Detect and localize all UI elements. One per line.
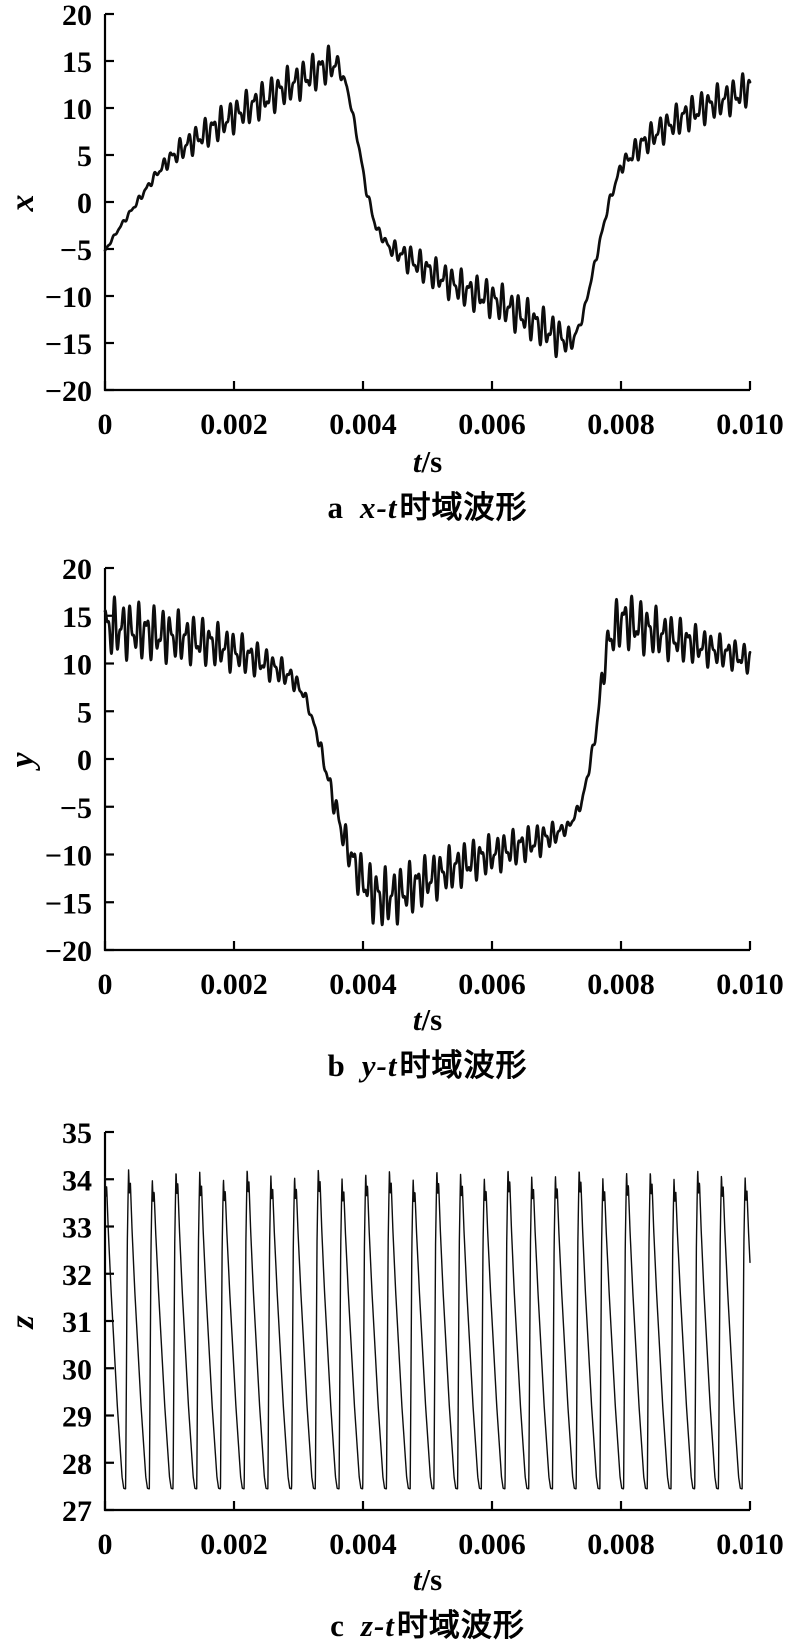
caption-c-text: 时域波形 xyxy=(396,1608,525,1643)
ytick-label-c: 32 xyxy=(62,1259,92,1292)
waveform-c xyxy=(104,1169,751,1490)
caption-b-text: 时域波形 xyxy=(399,1048,528,1083)
xtick-label-c: 0.008 xyxy=(587,1528,655,1561)
ytick-label-b: 20 xyxy=(62,553,92,586)
caption-c: c z-t时域波形 xyxy=(60,1600,795,1645)
caption-c-formula: z-t xyxy=(360,1608,395,1643)
x-axis-var-c: t xyxy=(412,1562,422,1597)
ytick-label-b: −5 xyxy=(60,792,92,825)
waveform-b xyxy=(103,594,752,927)
ytick-label-b: −20 xyxy=(45,935,92,968)
ytick-label-c: 33 xyxy=(62,1212,92,1245)
x-axis-unit-c: /s xyxy=(421,1562,443,1597)
xtick-label-a: 0.006 xyxy=(458,408,526,441)
xtick-label-a: 0 xyxy=(98,408,113,441)
ytick-label-c: 27 xyxy=(62,1495,92,1528)
ytick-label-a: 15 xyxy=(62,46,92,79)
y-axis-label-b: y xyxy=(4,752,41,768)
caption-b-formula: y-t xyxy=(361,1048,398,1083)
ytick-label-a: 20 xyxy=(62,0,92,32)
ytick-label-c: 35 xyxy=(62,1117,92,1150)
ytick-label-a: 10 xyxy=(62,93,92,126)
xtick-label-a: 0.002 xyxy=(200,408,268,441)
ytick-label-b: −15 xyxy=(45,887,92,920)
xtick-label-b: 0.002 xyxy=(200,968,268,1001)
x-axis-label-a: t/s xyxy=(60,444,795,480)
ytick-label-a: 0 xyxy=(77,187,92,220)
x-axis-unit-b: /s xyxy=(421,1002,443,1037)
ytick-label-c: 30 xyxy=(62,1353,92,1386)
xtick-label-a: 0.010 xyxy=(716,408,784,441)
ytick-label-a: −5 xyxy=(60,234,92,267)
xtick-label-c: 0.006 xyxy=(458,1528,526,1561)
xtick-label-c: 0.010 xyxy=(716,1528,784,1561)
caption-a-formula: x-t xyxy=(360,490,398,525)
ytick-label-a: −20 xyxy=(45,375,92,408)
x-axis-unit-a: /s xyxy=(421,444,443,479)
xtick-label-c: 0.002 xyxy=(200,1528,268,1561)
ytick-label-b: −10 xyxy=(45,840,92,873)
plot-c: 35 34 33 32 31 30 29 28 270 0.002 0.004 0.006 0.008 0… xyxy=(62,1117,784,1561)
ytick-label-c: 31 xyxy=(62,1306,92,1339)
ytick-label-a: −10 xyxy=(45,281,92,314)
x-axis-label-b: t/s xyxy=(60,1002,795,1038)
y-axis-label-a: x xyxy=(4,194,41,212)
ytick-label-b: 0 xyxy=(77,744,92,777)
ytick-label-b: 5 xyxy=(77,696,92,729)
caption-a-index: a xyxy=(327,490,345,525)
waveform-a xyxy=(103,44,752,359)
ytick-label-a: −15 xyxy=(45,328,92,361)
ytick-label-a: 5 xyxy=(77,140,92,173)
xtick-label-a: 0.004 xyxy=(329,408,397,441)
caption-b: b y-t时域波形 xyxy=(60,1040,795,1085)
caption-a-text: 时域波形 xyxy=(399,490,528,525)
xtick-label-b: 0 xyxy=(98,968,113,1001)
x-axis-label-c: t/s xyxy=(60,1562,795,1598)
xtick-label-b: 0.008 xyxy=(587,968,655,1001)
ytick-label-c: 29 xyxy=(62,1401,92,1434)
xtick-label-c: 0 xyxy=(98,1528,113,1561)
ytick-label-b: 15 xyxy=(62,601,92,634)
ytick-label-c: 34 xyxy=(62,1164,92,1197)
x-axis-var-a: t xyxy=(412,444,422,479)
x-axis-var-b: t xyxy=(412,1002,422,1037)
xtick-label-b: 0.010 xyxy=(716,968,784,1001)
xtick-label-b: 0.004 xyxy=(329,968,397,1001)
ytick-label-b: 10 xyxy=(62,649,92,682)
xtick-label-c: 0.004 xyxy=(329,1528,397,1561)
caption-c-index: c xyxy=(330,1608,345,1643)
xtick-label-a: 0.008 xyxy=(587,408,655,441)
caption-b-index: b xyxy=(327,1048,346,1083)
ytick-label-c: 28 xyxy=(62,1448,92,1481)
caption-a: a x-t时域波形 xyxy=(60,482,795,527)
xtick-label-b: 0.006 xyxy=(458,968,526,1001)
axes-a xyxy=(103,14,750,392)
y-axis-label-c: z xyxy=(4,1315,41,1329)
